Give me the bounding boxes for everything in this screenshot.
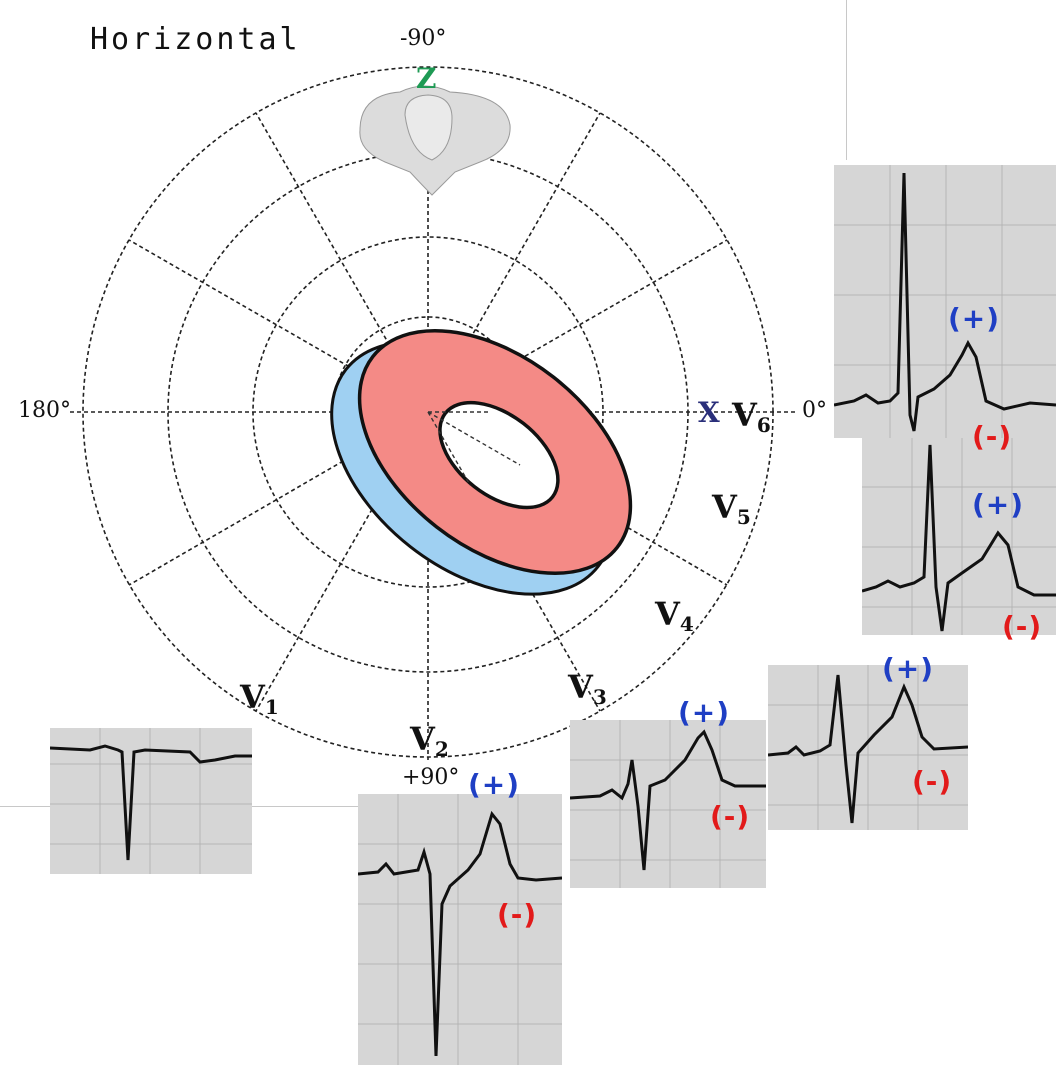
ecg-v5-strip <box>862 437 1056 635</box>
angle-left-label: 180° <box>18 398 71 423</box>
lead-v1-label: V1 <box>240 678 279 719</box>
torso-silhouette <box>359 85 511 196</box>
ecg-v1-trace <box>50 744 252 861</box>
lead-v4-label: V4 <box>655 595 694 636</box>
z-axis-label: Z <box>416 62 437 95</box>
lead-v3-label: V3 <box>568 668 607 709</box>
v5-positive-label: (+) <box>972 488 1025 521</box>
heart-front-ring <box>357 328 633 576</box>
vertical-divider <box>846 0 847 160</box>
v6-positive-label: (+) <box>948 302 1001 335</box>
v4-positive-label: (+) <box>882 652 935 685</box>
ecg-v4-strip <box>768 665 968 830</box>
v2-positive-label: (+) <box>468 768 521 801</box>
ecg-v3-strip <box>570 720 766 888</box>
v3-positive-label: (+) <box>678 696 731 729</box>
ecg-v6-trace <box>834 172 1056 432</box>
angle-top-label: -90° <box>400 26 447 51</box>
ecg-v3-trace <box>570 729 766 871</box>
v6-negative-label: (-) <box>972 420 1013 453</box>
ecg-v6-strip <box>834 165 1056 438</box>
angle-bottom-label: +90° <box>402 765 460 790</box>
lead-v2-label: V2 <box>410 720 449 761</box>
v4-negative-label: (-) <box>912 765 953 798</box>
x-axis-label: X <box>698 396 720 429</box>
ecg-v4-trace <box>768 674 968 824</box>
ecg-v5-trace <box>862 444 1056 632</box>
v3-negative-label: (-) <box>710 800 751 833</box>
v5-negative-label: (-) <box>1002 610 1043 643</box>
ecg-v2-trace <box>358 810 562 1057</box>
angle-right-label: 0° <box>802 398 827 423</box>
lead-v5-label: V5 <box>712 488 751 529</box>
v2-negative-label: (-) <box>497 898 538 931</box>
diagram-title: Horizontal <box>90 22 301 57</box>
ecg-v1-strip <box>50 728 252 874</box>
lead-v6-label: V6 <box>732 396 771 437</box>
ecg-v2-strip <box>358 794 562 1065</box>
